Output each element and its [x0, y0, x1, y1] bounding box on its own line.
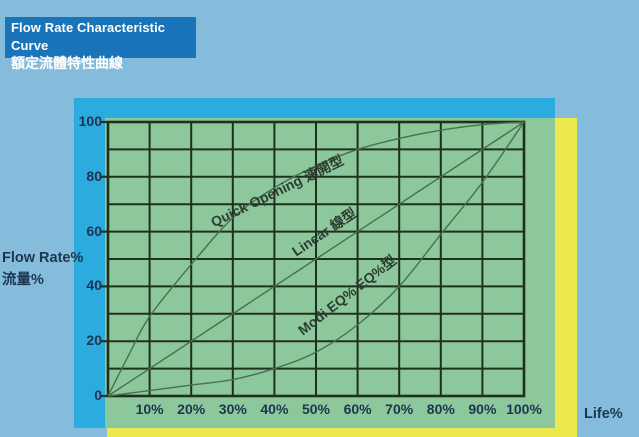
x-tick-label: 80%	[426, 401, 455, 417]
y-axis-title-chinese: 流量%	[2, 272, 44, 289]
y-tick-label: 80	[86, 167, 102, 184]
y-tick-label: 0	[94, 387, 102, 403]
y-tick-label: 60	[86, 222, 102, 239]
plot-panel	[101, 118, 555, 428]
x-tick-label: 20%	[177, 401, 206, 417]
curve-quick-opening-	[107, 121, 525, 397]
plot-border	[106, 120, 526, 398]
x-tick-label: 10%	[135, 401, 164, 417]
x-tick-label: 60%	[343, 401, 372, 417]
chart-title-box: Flow Rate Characteristic Curve 額定流體特性曲線	[5, 17, 196, 71]
curve-modi-eq-eq-	[107, 121, 525, 397]
chart-title-chinese: 額定流體特性曲線	[11, 55, 123, 72]
x-tick-label: 100%	[506, 401, 542, 417]
x-tick-label: 40%	[260, 401, 289, 417]
x-axis-title: Life%	[584, 406, 623, 422]
y-axis-title: Flow Rate% 流量%	[2, 247, 83, 292]
y-tick-label: 20	[86, 332, 102, 349]
y-tick-label: 100	[78, 113, 102, 129]
chart-svg	[101, 120, 526, 398]
y-axis-title-english: Flow Rate%	[2, 250, 84, 266]
x-tick-label: 50%	[301, 401, 331, 417]
curve-linear-	[107, 121, 525, 397]
x-tick-label: 70%	[385, 401, 414, 417]
x-tick-label: 90%	[468, 401, 497, 417]
x-tick-label: 30%	[218, 401, 247, 417]
chart-title-english: Flow Rate Characteristic Curve	[11, 20, 166, 53]
y-tick-label: 40	[86, 277, 102, 294]
